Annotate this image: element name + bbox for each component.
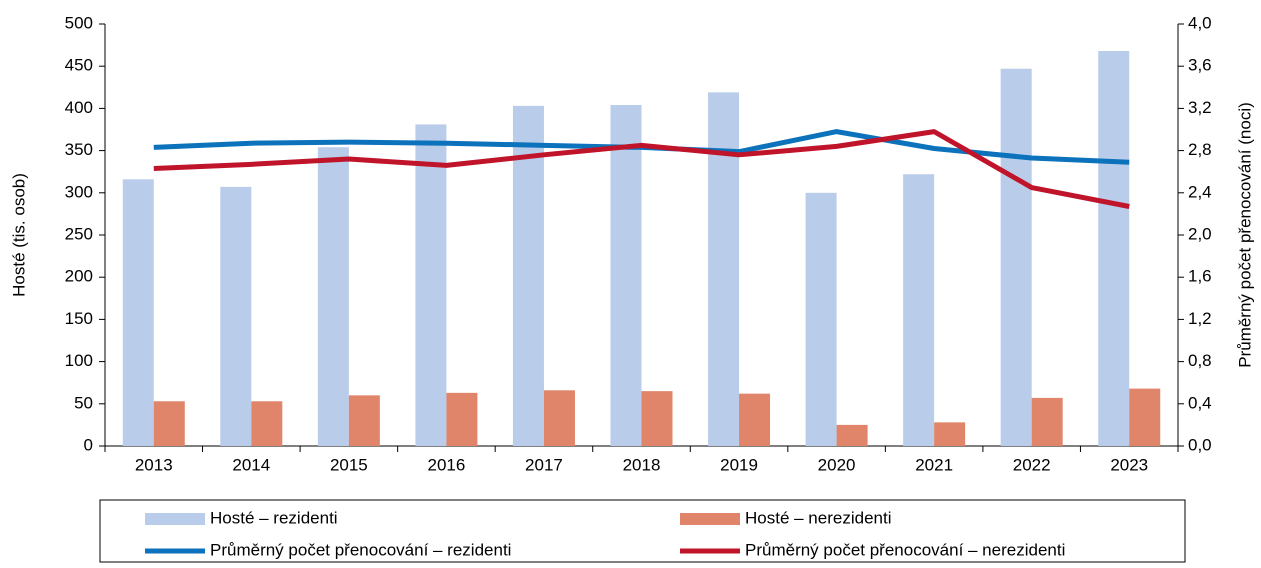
- x-tick-label: 2018: [623, 455, 661, 474]
- x-tick-label: 2019: [720, 455, 758, 474]
- bar: [251, 401, 283, 446]
- y2-tick-label: 2,0: [1188, 224, 1212, 243]
- y-tick-label: 400: [65, 98, 93, 117]
- y2-tick-label: 1,2: [1188, 309, 1212, 328]
- legend-label: Průměrný počet přenocování – nerezidenti: [745, 540, 1065, 559]
- y2-axis-title: Průměrný počet přenocování (noci): [1235, 102, 1254, 368]
- legend-swatch: [680, 513, 740, 525]
- bar: [1031, 397, 1063, 446]
- x-tick-label: 2023: [1110, 455, 1148, 474]
- x-tick-label: 2013: [135, 455, 173, 474]
- x-tick-label: 2020: [818, 455, 856, 474]
- y-tick-label: 300: [65, 182, 93, 201]
- bar: [708, 92, 740, 446]
- x-tick-label: 2017: [525, 455, 563, 474]
- legend-swatch: [145, 513, 205, 525]
- bar: [348, 395, 380, 446]
- y2-tick-label: 0,4: [1188, 393, 1212, 412]
- bar: [1129, 388, 1161, 446]
- bar: [543, 390, 575, 446]
- bar: [934, 422, 966, 446]
- y2-tick-label: 2,4: [1188, 182, 1212, 201]
- y-tick-label: 50: [74, 393, 93, 412]
- y2-tick-label: 1,6: [1188, 267, 1212, 286]
- y-tick-label: 200: [65, 267, 93, 286]
- y-tick-label: 500: [65, 13, 93, 32]
- y-axis-title: Hosté (tis. osob): [9, 173, 28, 297]
- y-tick-label: 150: [65, 309, 93, 328]
- y-tick-label: 0: [84, 435, 93, 454]
- x-tick-label: 2015: [330, 455, 368, 474]
- line: [153, 129, 1130, 209]
- y2-tick-label: 2,8: [1188, 140, 1212, 159]
- bar: [415, 124, 447, 446]
- x-tick-label: 2014: [232, 455, 270, 474]
- x-tick-label: 2016: [427, 455, 465, 474]
- legend-label: Hosté – nerezidenti: [745, 508, 891, 527]
- y-tick-label: 450: [65, 56, 93, 75]
- y-tick-label: 100: [65, 351, 93, 370]
- bar: [512, 105, 544, 447]
- y2-tick-label: 0,8: [1188, 351, 1212, 370]
- bar: [1000, 68, 1032, 447]
- y2-tick-label: 0,0: [1188, 435, 1212, 454]
- y-tick-label: 250: [65, 224, 93, 243]
- bar: [903, 174, 935, 446]
- bar: [836, 424, 868, 446]
- y2-tick-label: 3,6: [1188, 56, 1212, 75]
- x-tick-label: 2021: [915, 455, 953, 474]
- bar: [1098, 51, 1130, 447]
- y-tick-label: 350: [65, 140, 93, 159]
- bar: [610, 105, 642, 447]
- bar: [805, 192, 837, 446]
- legend-label: Hosté – rezidenti: [210, 508, 338, 527]
- bar: [220, 186, 252, 446]
- bar: [446, 392, 478, 446]
- y2-tick-label: 4,0: [1188, 13, 1212, 32]
- bar: [739, 393, 771, 446]
- bar: [641, 391, 673, 446]
- legend-label: Průměrný počet přenocování – rezidenti: [210, 540, 511, 559]
- y2-tick-label: 3,2: [1188, 98, 1212, 117]
- bar: [122, 179, 154, 446]
- bar: [317, 147, 349, 446]
- x-tick-label: 2022: [1013, 455, 1051, 474]
- legend-box: [99, 499, 1186, 563]
- bar: [153, 401, 185, 446]
